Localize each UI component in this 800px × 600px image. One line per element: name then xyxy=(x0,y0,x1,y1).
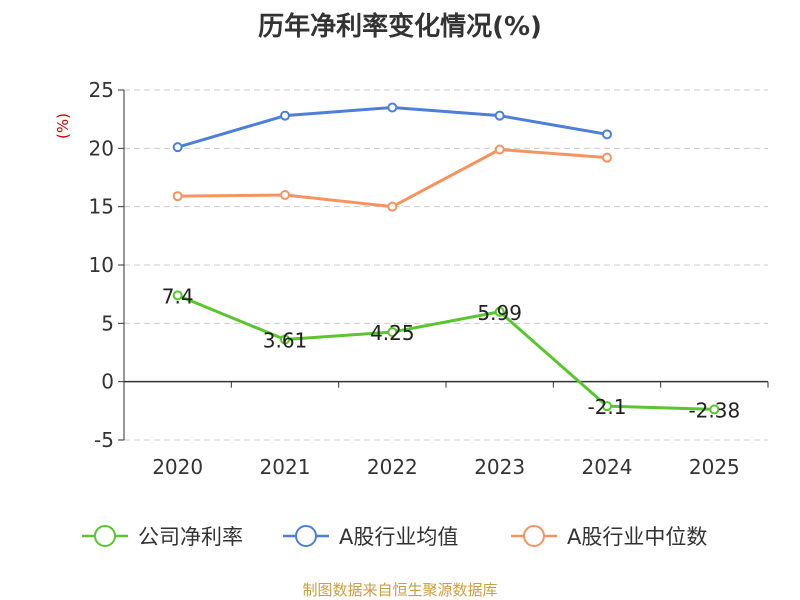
legend[interactable]: 公司净利率 A股行业均值 A股行业中位数 xyxy=(82,525,707,549)
y-tick-label: 0 xyxy=(101,370,114,394)
data-point xyxy=(602,152,612,163)
legend-item-2[interactable]: A股行业中位数 xyxy=(511,525,707,549)
y-tick-label: 25 xyxy=(89,78,114,102)
data-point xyxy=(602,129,612,140)
legend-marker xyxy=(295,525,317,547)
data-point xyxy=(280,190,290,200)
y-axis-unit-label: (%) xyxy=(54,113,72,139)
y-tick-label: 15 xyxy=(89,195,114,219)
legend-label: A股行业均值 xyxy=(339,525,458,549)
data-point xyxy=(494,144,505,155)
data-point xyxy=(172,290,183,301)
series-line-0 xyxy=(177,293,715,411)
data-label: -2.38 xyxy=(688,398,740,422)
legend-item-1[interactable]: A股行业均值 xyxy=(283,525,458,549)
data-point xyxy=(387,327,398,338)
data-point xyxy=(387,201,398,212)
legend-item-0[interactable]: 公司净利率 xyxy=(82,525,243,549)
data-point xyxy=(172,142,183,153)
data-point xyxy=(387,102,398,113)
x-tick-label: 2022 xyxy=(367,455,418,479)
chart-title: 历年净利率变化情况(%) xyxy=(258,12,542,42)
data-label: 7.4 xyxy=(162,284,194,308)
source-note: 制图数据来自恒生聚源数据库 xyxy=(302,581,498,599)
data-point xyxy=(494,306,505,317)
x-axis: 2020 2021 2022 2023 2024 2025 xyxy=(123,380,769,479)
legend-label: A股行业中位数 xyxy=(567,525,707,549)
data-label: -2.1 xyxy=(587,395,626,419)
y-tick-label: -5 xyxy=(94,428,114,452)
data-point xyxy=(602,401,612,412)
data-label: 5.99 xyxy=(477,301,522,325)
data-point xyxy=(280,334,290,345)
x-tick-label: 2025 xyxy=(689,455,740,479)
legend-marker xyxy=(94,525,116,547)
series-line-2 xyxy=(177,148,608,209)
legend-label: 公司净利率 xyxy=(138,525,243,549)
y-tick-label: 5 xyxy=(101,311,114,335)
x-tick-label: 2023 xyxy=(474,455,525,479)
x-tick-label: 2020 xyxy=(152,455,203,479)
data-point xyxy=(709,404,720,415)
legend-marker xyxy=(523,525,545,547)
data-point xyxy=(280,110,290,121)
series-line-1 xyxy=(177,106,608,149)
data-point xyxy=(494,110,505,121)
data-label: 3.61 xyxy=(263,329,308,353)
data-point xyxy=(172,191,183,202)
y-tick-label: 20 xyxy=(89,136,114,160)
x-tick-label: 2021 xyxy=(260,455,311,479)
series-group xyxy=(172,102,720,415)
y-axis-ticks: 25 20 15 10 5 0 -5 xyxy=(89,78,125,452)
x-tick-label: 2024 xyxy=(582,455,633,479)
data-label: 4.25 xyxy=(370,321,415,345)
y-tick-label: 10 xyxy=(89,253,114,277)
data-labels: 7.4 3.61 4.25 5.99 -2.1 -2.38 xyxy=(162,284,740,422)
